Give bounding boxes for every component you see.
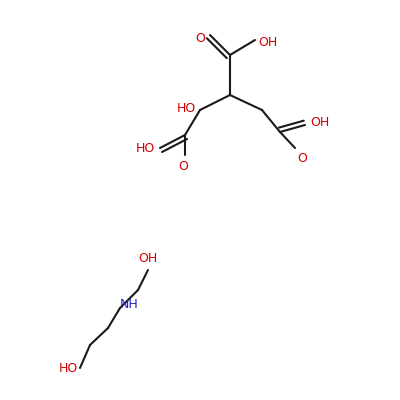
Text: OH: OH (310, 116, 329, 128)
Text: O: O (178, 160, 188, 173)
Text: HO: HO (136, 142, 155, 154)
Text: OH: OH (138, 252, 158, 265)
Text: O: O (297, 152, 307, 165)
Text: OH: OH (258, 36, 277, 49)
Text: NH: NH (120, 298, 139, 312)
Text: HO: HO (58, 362, 78, 375)
Text: O: O (195, 32, 205, 45)
Text: HO: HO (177, 102, 196, 114)
